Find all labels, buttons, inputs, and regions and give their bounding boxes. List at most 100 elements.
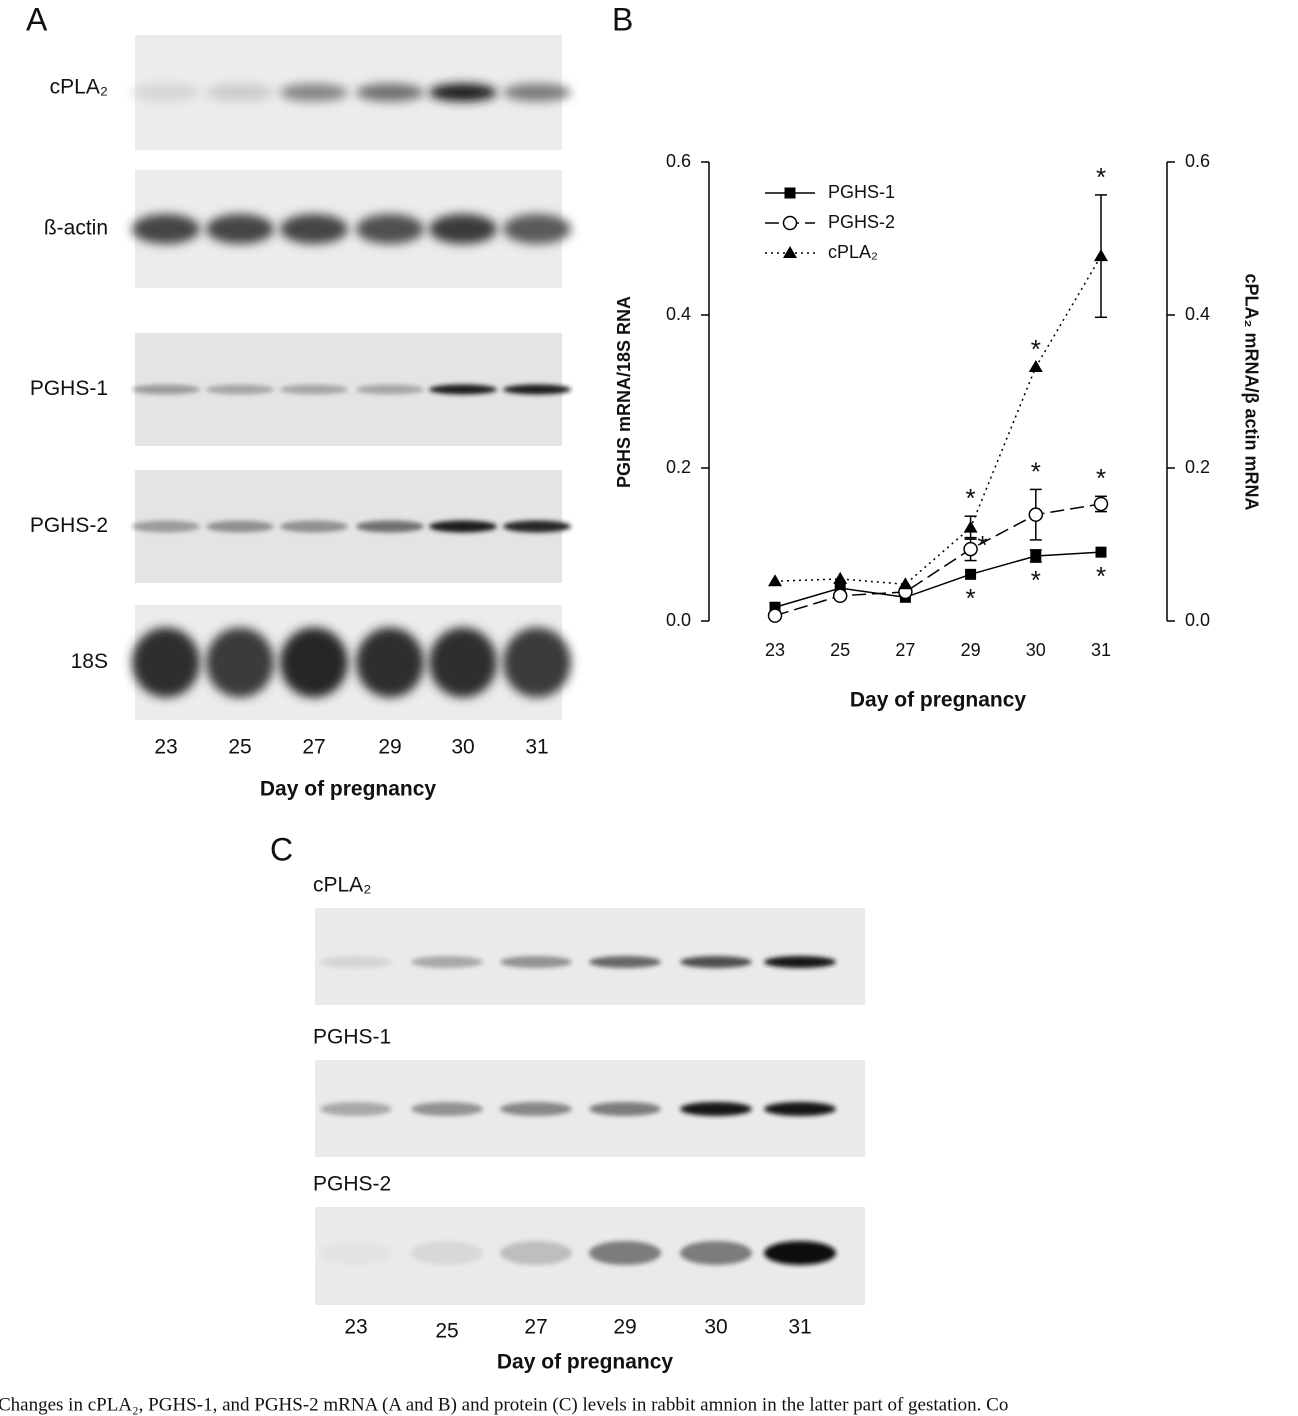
y2-tick-label: 0.6 [1185,151,1210,171]
y2-tick-label: 0.0 [1185,610,1210,630]
band [356,384,424,395]
band [320,1102,392,1116]
band [429,627,497,698]
x-tick-label: 23 [765,640,785,660]
significance-mark: * [978,530,988,560]
x-tick-label: 31 [1091,640,1111,660]
day-label: 29 [378,736,401,759]
significance-mark: * [966,483,976,513]
band [429,384,497,395]
legend-label: cPLA₂ [828,242,878,262]
x-axis-title: Day of pregnancy [497,1351,674,1374]
marker [769,601,781,613]
band [500,1241,572,1265]
x-tick-label: 29 [961,640,981,660]
blot [315,908,865,1005]
band [411,1102,483,1116]
day-label: 27 [524,1316,547,1339]
band [503,214,571,244]
day-label: 31 [525,736,548,759]
band [503,83,571,102]
x-tick-label: 30 [1026,640,1046,660]
marker [963,520,978,533]
band [320,956,392,968]
x-axis-title: Day of pregnancy [850,689,1027,712]
day-label: 30 [451,736,474,759]
band [132,214,200,244]
legend-marker [783,246,797,258]
significance-mark: * [1031,565,1041,595]
band [356,520,424,533]
marker [898,577,913,590]
blot-label: ß-actin [44,217,108,240]
series-line [774,551,1102,608]
day-label: 23 [344,1316,367,1339]
band [764,1241,836,1265]
significance-mark: * [1031,456,1041,486]
day-label: 23 [154,736,177,759]
marker [1094,249,1108,262]
band [680,1241,752,1265]
band [206,384,274,395]
series-line [774,255,1102,586]
band [503,627,571,698]
y-tick-label: 0.2 [666,457,691,477]
band [356,214,424,244]
marker [965,568,977,580]
band [132,83,200,102]
band [280,627,348,698]
band [429,214,497,244]
marker [834,582,846,594]
band [280,520,348,533]
y-tick-label: 0.0 [666,610,691,630]
x-axis-title: Day of pregnancy [260,778,437,801]
blot-label: cPLA₂ [313,874,371,897]
legend-label: PGHS-1 [828,182,895,202]
marker [1028,507,1044,522]
band [429,83,497,102]
panel-letter: C [270,831,293,867]
blot-label: PGHS-2 [30,514,108,537]
panel-letter: A [26,1,48,37]
band [503,384,571,395]
legend-label: PGHS-2 [828,212,895,232]
band [206,214,274,244]
marker [1028,360,1043,373]
blot-label: PGHS-1 [313,1026,391,1049]
band [206,83,274,102]
band [356,83,424,102]
band [589,1241,661,1265]
marker [767,608,783,623]
day-label: 31 [788,1316,811,1339]
marker [833,571,848,584]
band [206,520,274,533]
band [132,627,200,698]
y-tick-label: 0.6 [666,151,691,171]
band [356,627,424,698]
day-label: 25 [435,1320,458,1343]
band [280,214,348,244]
band [500,1102,572,1116]
band [411,956,483,968]
x-tick-label: 25 [830,640,850,660]
day-label: 27 [302,736,325,759]
band [132,520,200,533]
band [132,384,200,395]
significance-mark: * [1031,334,1041,364]
blot-label: PGHS-1 [30,377,108,400]
series-line [774,503,1102,617]
band [206,627,274,698]
marker [1095,546,1107,558]
y2-axis-title: cPLA₂ mRNA/β actin mRNA [1241,273,1261,510]
blot-label: 18S [71,650,108,673]
band [280,83,348,102]
legend-marker [784,187,796,199]
caption: Changes in cPLA₂, PGHS-1, and PGHS-2 mRN… [0,1394,1008,1415]
band [589,1102,661,1116]
marker [1093,496,1109,512]
band [680,956,752,968]
band [589,956,661,968]
band [320,1241,392,1265]
day-label: 25 [228,736,251,759]
